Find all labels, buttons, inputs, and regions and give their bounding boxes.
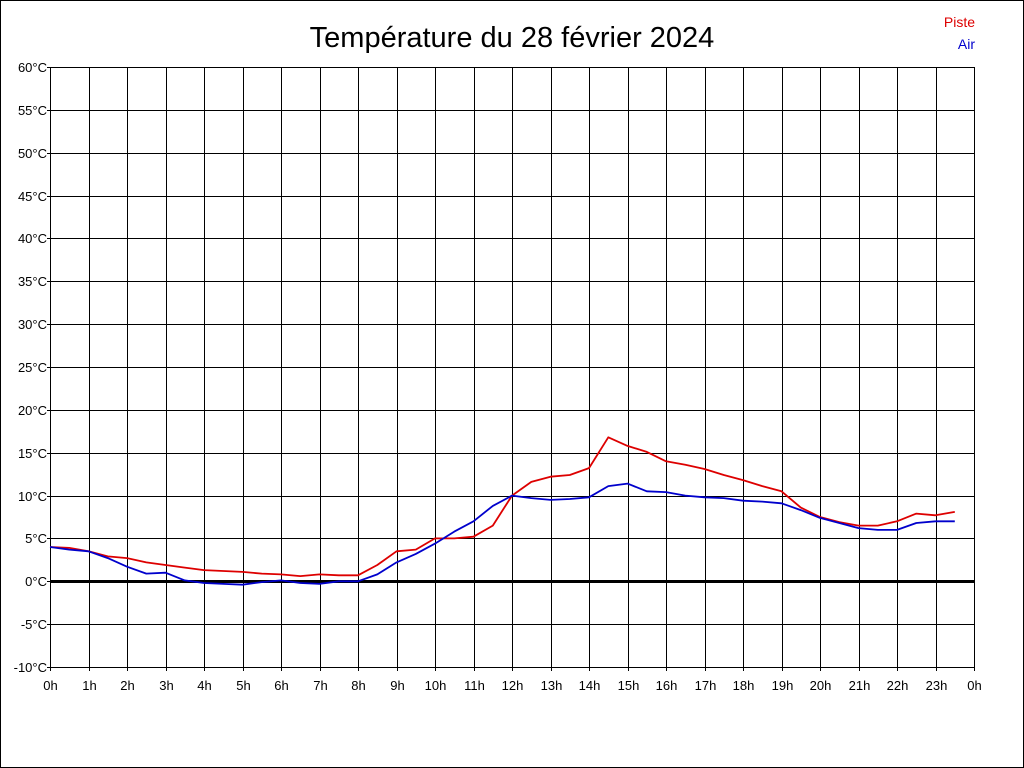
x-tick-label: 12h [502, 678, 524, 693]
y-tick-label: 30°C [18, 317, 47, 332]
x-tick-label: 6h [274, 678, 288, 693]
x-tick-label: 14h [579, 678, 601, 693]
x-tick-label: 7h [313, 678, 327, 693]
chart-title: Température du 28 février 2024 [310, 22, 715, 54]
x-tick-label: 8h [351, 678, 365, 693]
y-tick-label: 50°C [18, 146, 47, 161]
y-tick-label: 15°C [18, 446, 47, 461]
x-tick-label: 19h [772, 678, 794, 693]
legend: Piste Air [944, 14, 975, 52]
y-tick-label: 5°C [25, 531, 47, 546]
y-tick-label: 60°C [18, 60, 47, 75]
x-tick-label: 22h [887, 678, 909, 693]
y-tick-label: 0°C [25, 574, 47, 589]
x-tick-label: 4h [197, 678, 211, 693]
y-tick-label: -5°C [21, 617, 47, 632]
y-tick-label: 40°C [18, 231, 47, 246]
x-tick-label: 9h [390, 678, 404, 693]
x-tick-label: 23h [926, 678, 948, 693]
y-tick-label: 20°C [18, 403, 47, 418]
series-line-air [49, 482, 955, 586]
x-axis: 0h 1h 2h 3h 4h 5h 6h 7h 8h 9h 10h 11h 12h 13h 14h 15h 16… [43, 678, 981, 693]
x-tick-label: 0h [43, 678, 57, 693]
x-tick-label: 21h [849, 678, 871, 693]
y-tick-label: 10°C [18, 489, 47, 504]
x-tick-label: 13h [541, 678, 563, 693]
grid [47, 67, 975, 671]
x-tick-label: 2h [120, 678, 134, 693]
y-axis: 60°C 55°C 50°C 45°C 40°C 35°C 30°C 25°C 20°C 15°C… [14, 60, 47, 675]
y-tick-label: 45°C [18, 189, 47, 204]
x-tick-label: 17h [695, 678, 717, 693]
series-layer [49, 436, 955, 586]
x-tick-label: 15h [618, 678, 640, 693]
series-line-piste [49, 436, 955, 577]
x-tick-label: 5h [236, 678, 250, 693]
y-tick-label: 55°C [18, 103, 47, 118]
x-tick-label: 20h [810, 678, 832, 693]
legend-entry-air: Air [958, 36, 975, 52]
x-tick-label: 16h [656, 678, 678, 693]
legend-entry-piste: Piste [944, 14, 975, 30]
x-tick-label: 10h [425, 678, 447, 693]
y-tick-label: -10°C [14, 660, 47, 675]
x-tick-label: 0h [967, 678, 981, 693]
x-tick-label: 18h [733, 678, 755, 693]
y-tick-label: 35°C [18, 274, 47, 289]
x-tick-label: 11h [464, 678, 485, 693]
y-tick-label: 25°C [18, 360, 47, 375]
x-tick-label: 3h [159, 678, 173, 693]
x-tick-label: 1h [82, 678, 96, 693]
